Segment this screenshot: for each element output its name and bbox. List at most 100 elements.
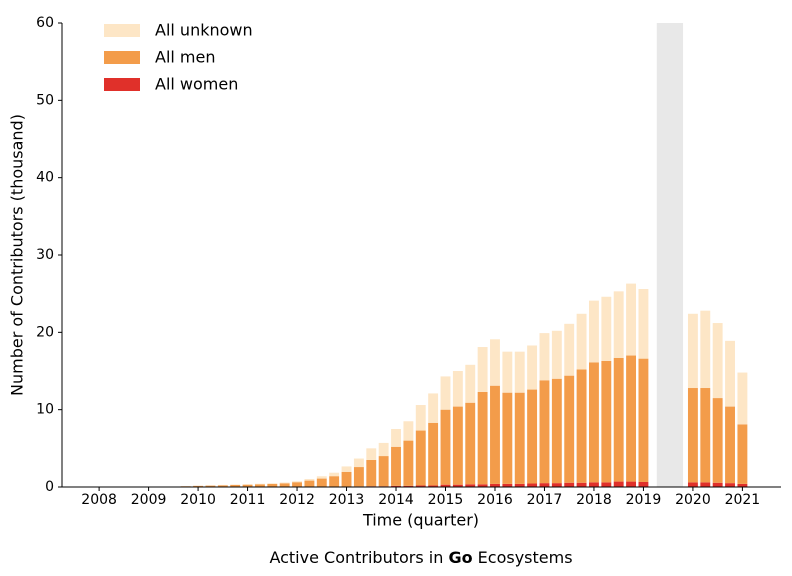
bar-segment [391,485,401,487]
bar-segment [403,440,414,486]
y-tick-label: 50 [36,92,54,108]
bar-segment [613,357,624,482]
bar-segment [440,376,451,410]
bar-segment [687,313,698,389]
x-tick-label: 2019 [626,492,662,508]
bar-segment [292,481,302,483]
bar-segment [403,485,414,487]
bar-segment [564,323,575,376]
y-tick-label: 40 [36,170,54,186]
y-tick-label: 60 [36,15,54,31]
bar-segment [527,483,538,487]
bar-segment [539,483,550,487]
bar-segment [452,484,463,487]
bar-segment [254,483,265,485]
bar-segment [737,372,748,425]
bar-segment [638,481,649,487]
bar-segment [601,296,612,361]
bar-segment [687,482,698,487]
x-tick-label: 2021 [725,492,761,508]
bar-segment [613,481,624,487]
bar-segment [428,422,439,486]
bar-segment [564,482,575,487]
bar-segment [712,398,723,483]
y-tick-label: 20 [36,324,54,340]
bar-segment [292,482,302,487]
bar-segment [477,484,488,487]
bar-segment [539,333,550,381]
bar-segment [391,446,401,486]
bar-segment [626,481,637,487]
bar-segment [613,291,624,358]
bar-segment [626,355,637,482]
bar-segment [687,388,698,483]
x-tick-label: 2011 [230,492,266,508]
x-tick-label: 2013 [329,492,365,508]
bar-segment [490,339,500,386]
bar-segment [415,430,426,486]
bar-segment [267,483,278,484]
bar-segment [440,484,451,487]
bar-segment [527,345,538,390]
bar-segment [700,310,711,389]
bar-segment [725,340,735,407]
y-tick-label: 0 [45,479,54,495]
x-tick-label: 2008 [81,492,117,508]
bar-segment [514,392,525,484]
bar-segment [737,424,748,484]
bar-segment [589,482,599,487]
y-tick-label: 10 [36,402,54,418]
x-tick-label: 2020 [675,492,711,508]
bar-segment [316,476,327,479]
bar-segment [378,456,389,487]
bar-segment [477,347,488,392]
bar-segment [428,393,439,423]
legend-swatch [104,78,140,91]
y-axis-label: Number of Contributors (thousand) [8,114,27,396]
bar-segment [267,483,278,487]
x-tick-label: 2009 [131,492,167,508]
bar-segment [440,409,451,485]
bar-segment [329,472,340,477]
bar-segment [527,389,538,484]
legend-text: All unknown [155,21,253,40]
bar-segment [254,484,265,487]
bar-segment [700,388,711,483]
legend-text: All men [155,48,216,67]
bar-segment [415,405,426,431]
bar-segment [638,289,649,359]
bar-segment [601,482,612,487]
bar-segment [205,485,216,487]
bar-segment [403,421,414,441]
caption-bold: Go [448,548,472,567]
x-tick-label: 2012 [279,492,315,508]
bar-segment [638,358,649,482]
bar-segment [626,283,637,356]
legend-text: All women [155,75,238,94]
y-tick-label: 30 [36,247,54,263]
bar-segment [551,378,562,484]
bar-segment [502,483,513,487]
bar-segment [428,485,439,487]
bar-segment [304,479,315,481]
x-tick-label: 2010 [180,492,216,508]
bar-segment [217,485,228,487]
bar-segment [452,406,463,485]
bar-segment [539,380,550,484]
bar-segment [551,483,562,487]
bar-segment [353,458,364,468]
bar-segment [329,476,340,487]
x-tick-label: 2016 [477,492,513,508]
legend-swatch [104,51,140,64]
bar-segment [279,482,290,484]
bar-segment [366,448,377,460]
bar-segment [465,402,476,485]
x-axis-label: Time (quarter) [362,511,479,530]
bar-segment [391,429,401,447]
bar-segment [514,351,525,393]
bar-segment [564,375,575,483]
bar-segment [576,369,587,483]
bar-segment [230,484,241,487]
bar-segment [341,466,352,472]
